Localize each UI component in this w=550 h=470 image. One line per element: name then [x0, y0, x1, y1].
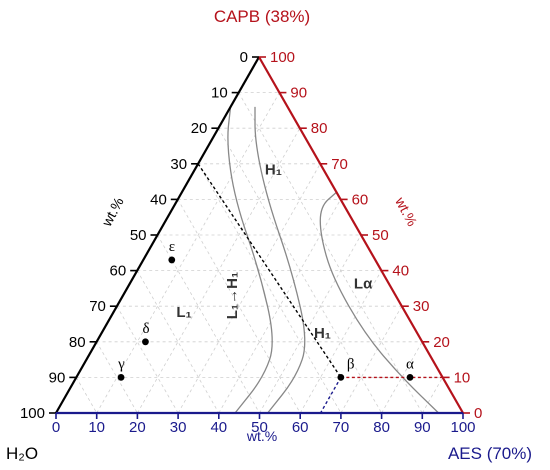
bottom-tick-label: 10: [88, 419, 105, 436]
grid-line-water-90: [75, 377, 98, 414]
axis-label-right: wt.%: [392, 194, 421, 229]
left-tick-label: 100: [20, 405, 45, 422]
data-point-label: α: [406, 356, 414, 372]
corner-label-top: CAPB (38%): [214, 7, 310, 26]
data-point-label: ε: [169, 239, 175, 255]
data-point-label: β: [347, 356, 355, 372]
bottom-tick-label: 0: [52, 419, 60, 436]
left-tick-label: 10: [211, 85, 228, 102]
right-tick-label: 70: [331, 156, 348, 173]
data-point-label: γ: [117, 356, 125, 372]
grid-line-aes-30: [177, 163, 321, 414]
grid-line-water-70: [116, 306, 179, 414]
bottom-tick-label: 80: [373, 419, 390, 436]
region-label: H₁: [314, 325, 331, 342]
data-point-label: δ: [142, 321, 149, 337]
reference-lines: [197, 163, 443, 414]
grid-line-aes-90: [421, 377, 443, 414]
bottom-tick-label: 20: [129, 419, 146, 436]
right-tick-label: 90: [290, 85, 307, 102]
phase-boundaries: [227, 106, 440, 414]
right-tick-label: 0: [474, 405, 482, 422]
grid: [75, 92, 443, 414]
data-point-γ: [117, 374, 125, 381]
region-label: H₁: [265, 161, 282, 178]
left-tick-label: 80: [69, 334, 86, 351]
dilution-line: [197, 163, 342, 378]
axis-label-bottom: wt.%: [246, 428, 277, 444]
grid-line-water-80: [96, 341, 138, 414]
H1-La-boundary: [319, 191, 440, 414]
L1-right-boundary: [254, 106, 306, 414]
right-tick-label: 20: [433, 334, 450, 351]
region-label: L₁: [176, 304, 191, 321]
left-tick-label: 40: [150, 191, 167, 208]
grid-line-aes-20: [137, 128, 301, 414]
grid-line-aes-80: [381, 341, 423, 414]
corner-label-left: H₂O: [6, 444, 38, 463]
data-point-α: [406, 374, 414, 381]
grid-line-aes-50: [259, 234, 362, 414]
right-tick-label: 40: [392, 263, 409, 280]
bottom-tick-label: 60: [292, 419, 309, 436]
data-point-β: [337, 374, 345, 381]
left-tick-label: 50: [130, 227, 147, 244]
bottom-tick-label: 90: [414, 419, 431, 436]
right-tick-label: 10: [454, 369, 471, 386]
corner-label-right: AES (70%): [448, 444, 532, 463]
grid-line-aes-70: [340, 306, 403, 414]
axis-label-left: wt.%: [98, 195, 127, 230]
left-tick-label: 20: [191, 120, 208, 137]
data-points: α β γ δ ε: [117, 239, 414, 381]
right-tick-label: 30: [413, 298, 430, 315]
bottom-tick-label: 30: [170, 419, 187, 436]
left-tick-label: 60: [110, 263, 127, 280]
left-tick-label: 30: [170, 156, 187, 173]
data-point-ε: [168, 256, 176, 264]
right-tick-label: 50: [372, 227, 389, 244]
grid-line-water-40: [177, 199, 301, 414]
grid-line-water-10: [238, 92, 423, 414]
right-tick-label: 80: [311, 120, 328, 137]
right-tick-label: 60: [352, 191, 369, 208]
data-point-δ: [142, 338, 149, 346]
tick-labels: 0102030405060708090100100908070605040302…: [20, 49, 482, 436]
left-tick-label: 0: [240, 49, 248, 66]
region-label: Lα: [354, 275, 373, 292]
bottom-tick-label: 70: [333, 419, 350, 436]
aes-ref-line: [319, 377, 342, 414]
right-tick-label: 100: [270, 49, 295, 66]
grid-line-aes-10: [96, 92, 280, 414]
L1-left-boundary: [227, 106, 273, 414]
region-label: L₁→H₁: [224, 272, 241, 319]
bottom-tick-label: 100: [450, 419, 475, 436]
region-labels: L₁ L₁→H₁ H₁ Lα H₁: [176, 161, 373, 342]
triangle-axes: [49, 56, 470, 419]
grid-line-water-50: [157, 234, 260, 414]
bottom-tick-label: 40: [210, 419, 227, 436]
left-tick-label: 70: [89, 298, 106, 315]
left-tick-label: 90: [49, 369, 66, 386]
bottom-tick-label: 50: [251, 419, 268, 436]
